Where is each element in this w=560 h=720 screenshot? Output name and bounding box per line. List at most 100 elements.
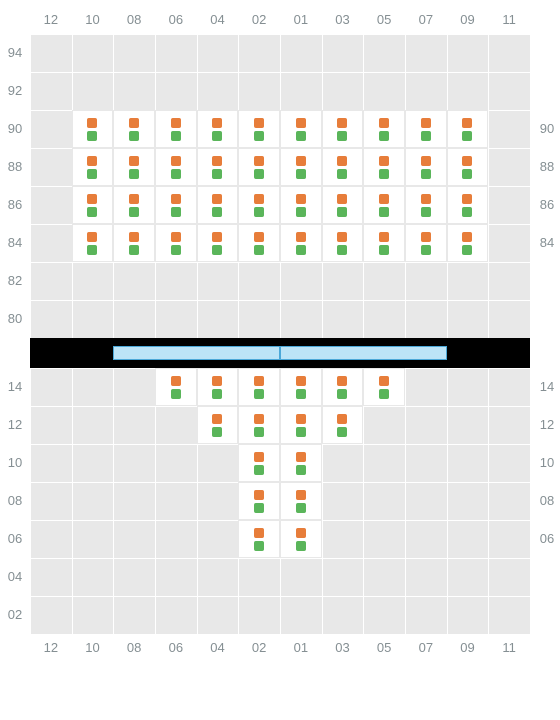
rack-slot[interactable] [238,224,280,262]
row-label-right: 10 [536,455,558,470]
rack-slot[interactable] [280,224,322,262]
divider [30,338,530,368]
status-dot-orange [171,156,181,166]
rack-slot[interactable] [405,224,447,262]
row-label-left: 08 [4,493,26,508]
rack-slot[interactable] [322,368,364,406]
rack-slot[interactable] [155,368,197,406]
rack-slot[interactable] [405,186,447,224]
rack-slot[interactable] [447,224,489,262]
status-dot-green [129,169,139,179]
rack-slot[interactable] [238,148,280,186]
status-dot-orange [254,490,264,500]
rack-slot[interactable] [405,148,447,186]
rack-slot[interactable] [363,224,405,262]
status-dot-orange [421,118,431,128]
status-dot-orange [212,232,222,242]
rack-slot[interactable] [155,224,197,262]
rack-slot[interactable] [447,110,489,148]
status-dot-green [379,245,389,255]
bottom-column-labels: 121008060402010305070911 [0,634,560,668]
rack-slot[interactable] [363,186,405,224]
rack-slot[interactable] [238,406,280,444]
rack-slot[interactable] [363,110,405,148]
rack-slot[interactable] [363,368,405,406]
column-label: 08 [124,12,144,27]
row-label-left: 02 [4,607,26,622]
column-label: 10 [83,640,103,655]
status-dot-green [296,207,306,217]
column-label: 03 [333,640,353,655]
status-dot-orange [296,232,306,242]
rack-slot[interactable] [155,148,197,186]
rack-slot[interactable] [280,444,322,482]
status-dot-green [296,427,306,437]
rack-slot[interactable] [322,110,364,148]
rack-slot[interactable] [280,482,322,520]
status-dot-green [462,207,472,217]
rack-slot[interactable] [238,482,280,520]
rack-slot[interactable] [280,110,322,148]
rack-slot[interactable] [197,148,239,186]
rack-slot[interactable] [322,406,364,444]
status-dot-green [254,541,264,551]
rack-slot[interactable] [238,110,280,148]
row-label-right: 84 [536,235,558,250]
status-dot-orange [212,376,222,386]
rack-slot[interactable] [197,224,239,262]
rack-slot[interactable] [72,110,114,148]
rack-slot[interactable] [113,186,155,224]
rack-slot[interactable] [238,186,280,224]
status-dot-orange [379,232,389,242]
rack-slot[interactable] [72,148,114,186]
status-dot-orange [337,156,347,166]
rack-slot[interactable] [322,186,364,224]
status-dot-orange [421,232,431,242]
row-label-right: 88 [536,159,558,174]
status-dot-green [129,131,139,141]
rack-slot[interactable] [238,368,280,406]
row-label-left: 92 [4,83,26,98]
status-dot-orange [337,414,347,424]
rack-slot[interactable] [155,186,197,224]
rack-slot[interactable] [72,224,114,262]
status-dot-orange [379,194,389,204]
rack-slot[interactable] [113,148,155,186]
column-label: 04 [208,640,228,655]
rack-slot[interactable] [405,110,447,148]
column-label: 12 [41,12,61,27]
rack-slot[interactable] [280,368,322,406]
status-dot-orange [212,414,222,424]
rack-slot[interactable] [363,148,405,186]
rack-slot[interactable] [197,406,239,444]
rack-slot[interactable] [197,368,239,406]
status-dot-green [254,245,264,255]
rack-slot[interactable] [280,406,322,444]
rack-slot[interactable] [113,224,155,262]
rack-slot[interactable] [72,186,114,224]
status-dot-orange [254,118,264,128]
rack-slot[interactable] [197,110,239,148]
status-dot-orange [129,118,139,128]
rack-slot[interactable] [197,186,239,224]
rack-slot[interactable] [113,110,155,148]
status-dot-green [462,131,472,141]
rack-slot[interactable] [322,148,364,186]
rack-layout: 121008060402010305070911 949290888684828… [0,0,560,668]
rack-slot[interactable] [322,224,364,262]
rack-slot[interactable] [280,148,322,186]
rack-slot[interactable] [447,186,489,224]
status-dot-orange [296,414,306,424]
rack-slot[interactable] [238,444,280,482]
rack-slot[interactable] [280,520,322,558]
status-dot-green [212,389,222,399]
rack-slot[interactable] [447,148,489,186]
top-panel: 949290888684828090888684 [30,34,530,338]
row-label-left: 12 [4,417,26,432]
rack-slot[interactable] [238,520,280,558]
rack-slot[interactable] [280,186,322,224]
status-dot-orange [254,156,264,166]
rack-slot[interactable] [155,110,197,148]
status-dot-orange [254,528,264,538]
status-dot-orange [254,414,264,424]
